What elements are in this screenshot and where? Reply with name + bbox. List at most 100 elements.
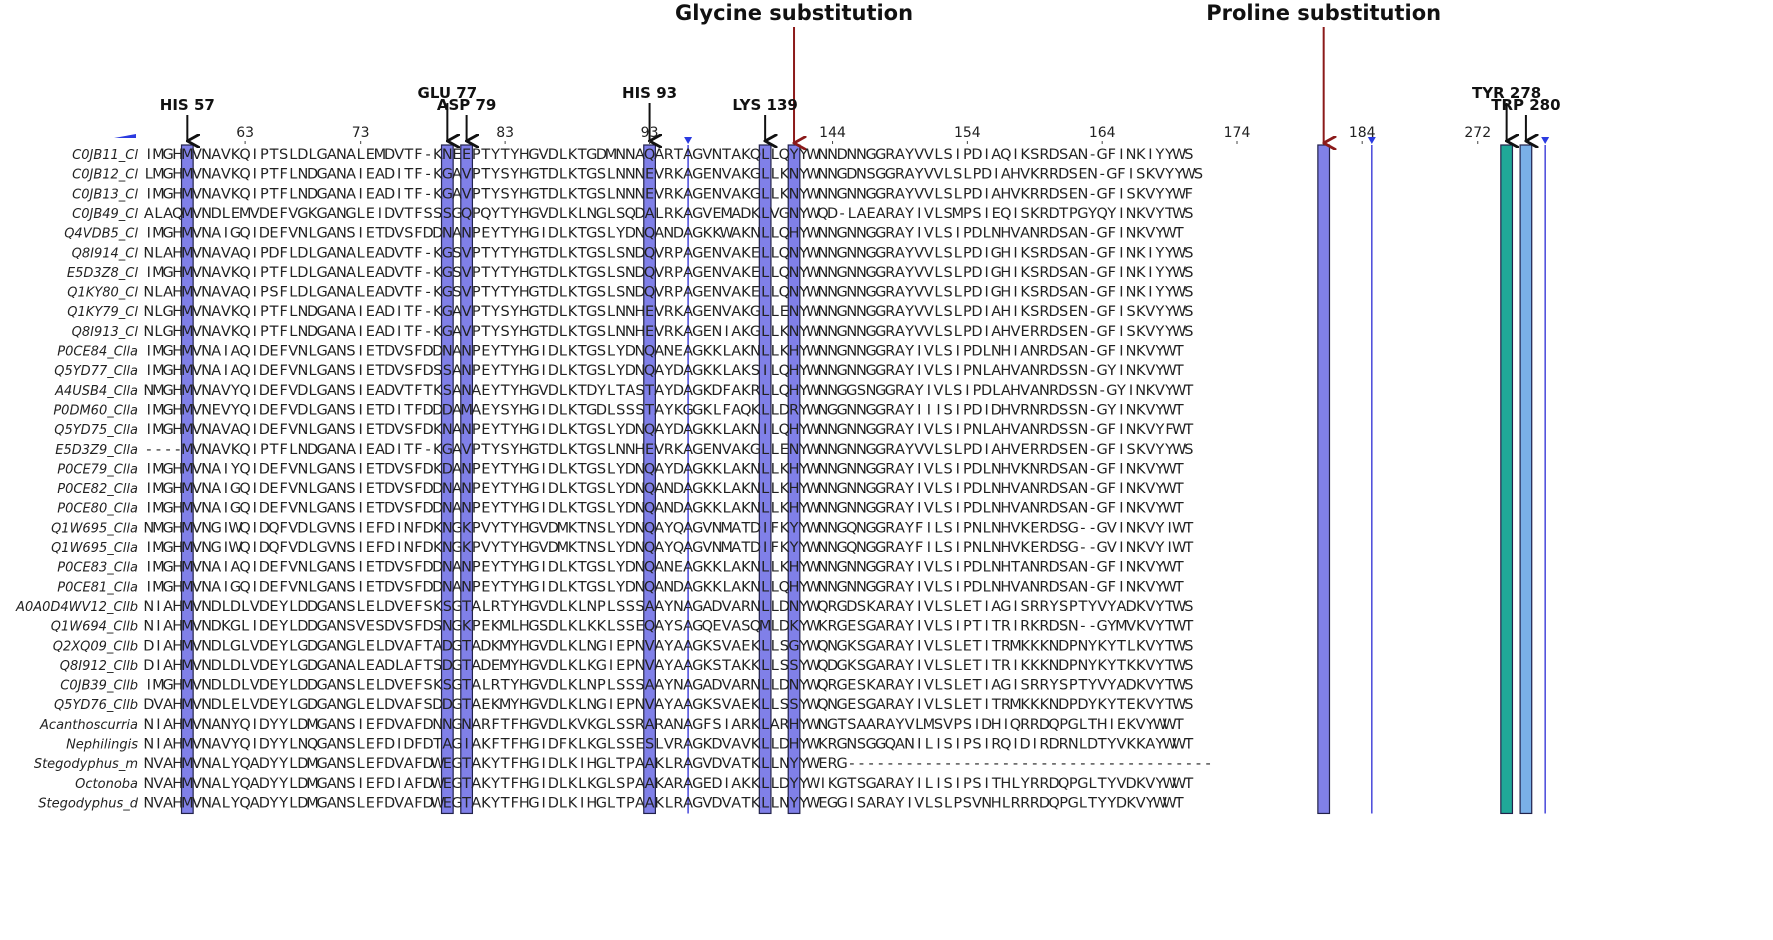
residue-char: R xyxy=(885,520,895,536)
residue-char: M xyxy=(181,737,194,753)
residue-char: Y xyxy=(1145,717,1155,733)
residue-char: A xyxy=(327,383,337,399)
residue-char: - xyxy=(425,147,430,163)
residue-char: D xyxy=(548,737,559,753)
residue-char: T xyxy=(403,167,413,183)
residue-char: K xyxy=(231,147,241,163)
residue-char: L xyxy=(289,324,297,340)
residue-char: T xyxy=(972,619,982,635)
residue-char: L xyxy=(983,461,991,477)
residue-char: G xyxy=(230,638,241,654)
residue-char: N xyxy=(1029,402,1040,418)
residue-char: N xyxy=(635,697,646,713)
residue-char: A xyxy=(375,383,385,399)
residue-char: T xyxy=(375,422,385,438)
residue-char: I xyxy=(253,186,257,202)
residue-char: - xyxy=(425,442,430,458)
residue-char: D xyxy=(297,383,308,399)
residue-char: E xyxy=(269,206,278,222)
residue-char: G xyxy=(317,186,328,202)
residue-char: I xyxy=(224,344,228,360)
residue-char: L xyxy=(308,344,316,360)
residue-char: N xyxy=(846,245,857,261)
residue-char: N xyxy=(461,501,472,517)
residue-char: I xyxy=(1119,481,1123,497)
residue-char: M xyxy=(152,678,165,694)
residue-char: S xyxy=(433,363,442,379)
residue-char: I xyxy=(397,402,401,418)
residue-char: Q xyxy=(239,402,250,418)
residue-char: N xyxy=(442,560,453,576)
residue-char: L xyxy=(607,737,615,753)
residue-char: K xyxy=(741,167,751,183)
residue-char: D xyxy=(259,599,270,615)
residue-char: E xyxy=(366,186,375,202)
residue-char: G xyxy=(317,560,328,576)
sequence-row: D V A HMV ND L E L V D E Y L GDG A NG L E L D V A F S DDG T A E KMY H… xyxy=(143,697,1193,713)
residue-char: L xyxy=(934,638,942,654)
residue-char: H xyxy=(172,619,183,635)
residue-char: L xyxy=(761,304,769,320)
residue-char: N xyxy=(856,461,867,477)
residue-char: D xyxy=(297,285,308,301)
residue-char: G xyxy=(1106,383,1117,399)
residue-char: K xyxy=(433,167,443,183)
residue-char: I xyxy=(984,442,988,458)
residue-char: D xyxy=(673,383,684,399)
residue-char: H xyxy=(1000,540,1011,556)
residue-char: L xyxy=(934,697,942,713)
residue-char: I xyxy=(253,461,257,477)
residue-char: A xyxy=(1068,481,1078,497)
residue-char: V xyxy=(1011,579,1021,595)
residue-char: D xyxy=(480,638,491,654)
residue-char: D xyxy=(779,776,790,792)
residue-char: Y xyxy=(278,678,288,694)
residue-char: I xyxy=(821,776,825,792)
residue-char: V xyxy=(288,226,298,242)
residue-char: S xyxy=(943,638,952,654)
residue-char: T xyxy=(991,697,1001,713)
sequence-row: N V A HMV N A L Y QA D Y Y L DMG A N S I E F D I A F DWE G T A K Y T F H… xyxy=(143,776,1193,792)
residue-char: V xyxy=(192,442,202,458)
residue-char: Q xyxy=(239,540,250,556)
residue-char: I xyxy=(956,737,960,753)
residue-char: V xyxy=(221,304,231,320)
residue-char: Y xyxy=(1155,501,1165,517)
residue-char: F xyxy=(414,147,422,163)
residue-char: L xyxy=(482,678,490,694)
residue-char: N xyxy=(1029,344,1040,360)
residue-char: F xyxy=(414,402,422,418)
residue-char: D xyxy=(422,226,433,242)
residue-char: Y xyxy=(490,324,500,340)
residue-char: M xyxy=(181,344,194,360)
residue-char: - xyxy=(1090,461,1095,477)
residue-char: A xyxy=(731,619,741,635)
residue-char: L xyxy=(954,599,962,615)
residue-char: G xyxy=(451,599,462,615)
residue-char: D xyxy=(673,461,684,477)
residue-char: N xyxy=(143,383,154,399)
residue-char: L xyxy=(934,540,942,556)
ruler-tick-label-2: 83 xyxy=(496,125,514,141)
residue-char: H xyxy=(519,442,530,458)
residue-char: Y xyxy=(1106,638,1116,654)
residue-char: V xyxy=(192,540,202,556)
residue-char: Y xyxy=(1164,442,1174,458)
residue-char: Y xyxy=(490,383,500,399)
residue-char: G xyxy=(596,776,607,792)
residue-char: D xyxy=(1048,501,1059,517)
residue-char: G xyxy=(1097,265,1108,281)
residue-char: L xyxy=(771,422,779,438)
residue-char: G xyxy=(779,206,790,222)
residue-char: P xyxy=(472,619,481,635)
residue-char: A xyxy=(731,245,741,261)
residue-char: V xyxy=(1011,481,1021,497)
residue-char: A xyxy=(731,678,741,694)
residue-char: N xyxy=(856,560,867,576)
residue-char: G xyxy=(692,697,703,713)
sequence-name: Q5YD77_Clla xyxy=(54,364,138,379)
residue-char: Q xyxy=(268,540,279,556)
residue-char: Q xyxy=(239,186,250,202)
residue-char: K xyxy=(1136,697,1146,713)
residue-char: I xyxy=(1119,226,1123,242)
